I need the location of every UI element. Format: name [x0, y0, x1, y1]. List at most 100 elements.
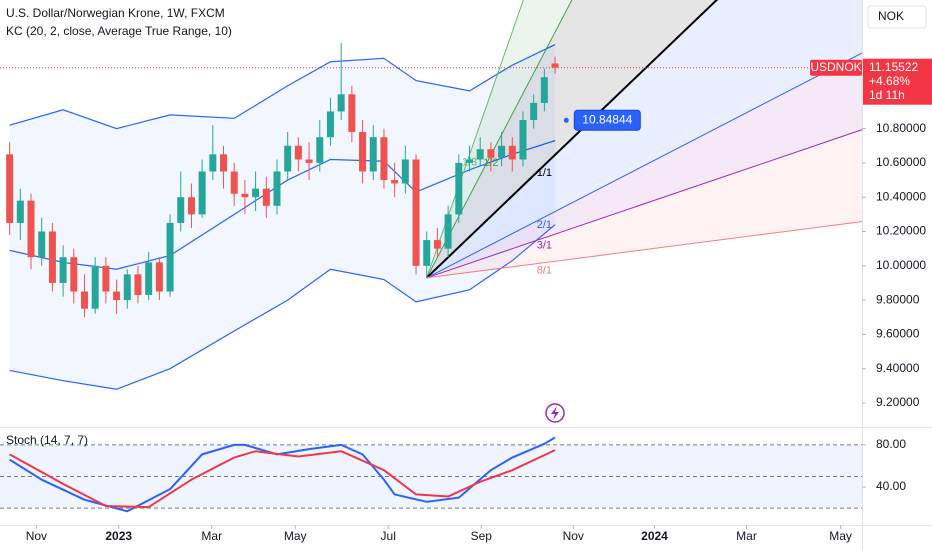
candle-body: [433, 240, 441, 249]
gann-label: 2/1: [537, 219, 552, 231]
stoch-label: Stoch (14, 7, 7): [6, 433, 88, 447]
stoch-tick-label: 80.00: [876, 437, 906, 451]
candle-body: [369, 137, 377, 172]
candle-body: [273, 171, 281, 206]
x-tick-label: Jul: [381, 529, 396, 543]
candle-body: [380, 137, 388, 181]
candle-body: [27, 200, 35, 258]
candle-body: [530, 102, 538, 121]
candle-body: [262, 188, 270, 206]
candle-body: [187, 197, 195, 215]
y-tick-label: 10.80000: [876, 121, 926, 135]
candle-body: [70, 257, 78, 292]
chart-title: U.S. Dollar/Norwegian Krone, 1W, FXCM: [6, 6, 225, 20]
y-tick-label: 9.20000: [876, 395, 920, 409]
candle-body: [91, 265, 99, 309]
marker-label: 10.84844: [582, 112, 632, 126]
y-tick-label: 10.40000: [876, 189, 926, 203]
y-tick-label: 9.60000: [876, 327, 920, 341]
candle-body: [487, 149, 495, 158]
candle-body: [359, 132, 367, 172]
x-tick-label: Nov: [26, 529, 47, 543]
candle-body: [476, 149, 484, 160]
x-tick-label: Mar: [201, 529, 222, 543]
x-tick-label: May: [284, 529, 307, 543]
candle-body: [466, 159, 474, 163]
price-badge-text: +4.68%: [869, 74, 910, 88]
candle-body: [166, 222, 174, 292]
candle-body: [391, 180, 399, 184]
y-tick-label: 9.80000: [876, 292, 920, 306]
gann-line: [426, 0, 524, 278]
candle-body: [48, 231, 56, 283]
candle-body: [38, 231, 46, 258]
candle-body: [198, 171, 206, 215]
candle-body: [209, 154, 217, 172]
x-tick-label: Nov: [563, 529, 584, 543]
candle-body: [102, 265, 110, 292]
y-tick-label: 10.60000: [876, 155, 926, 169]
marker-badge: [573, 109, 641, 131]
candle-body: [134, 274, 142, 295]
price-pane: 1/31/21/12/13/18/1: [0, 0, 862, 390]
x-tick-label: May: [829, 529, 852, 543]
candle-body: [551, 63, 559, 68]
candle-body: [540, 77, 548, 103]
x-tick-label: Mar: [736, 529, 757, 543]
price-badge-text: 11.15522: [869, 60, 918, 74]
stoch-line: [9, 449, 556, 509]
candle-body: [401, 159, 409, 184]
candle-body: [230, 171, 238, 194]
candle-body: [348, 94, 356, 133]
gann-fill: [426, 0, 862, 278]
gann-label: 3/1: [537, 240, 552, 252]
gann-line: [426, 221, 862, 279]
currency: NOK: [878, 9, 904, 23]
symbol-label: USDNOK: [810, 60, 861, 74]
gann-line: [426, 52, 862, 279]
gann-line: [426, 129, 862, 279]
x-tick-label: 2023: [105, 529, 132, 543]
candle-body: [145, 262, 153, 295]
marker-dot: [563, 117, 569, 123]
candle-body: [444, 214, 452, 249]
candle-body: [284, 145, 292, 172]
candle-body: [252, 188, 260, 198]
gann-line: [426, 0, 573, 279]
candle-body: [294, 145, 302, 160]
x-tick-label: Sep: [471, 529, 493, 543]
candle-body: [412, 159, 420, 266]
candle-body: [6, 154, 14, 223]
candle-body: [177, 197, 185, 223]
y-tick-label: 10.00000: [876, 258, 926, 272]
candle-body: [80, 291, 88, 309]
gann-label: 8/1: [537, 265, 552, 277]
x-tick-label: 2024: [641, 529, 668, 543]
gann-label: 1/1: [537, 167, 552, 179]
candle-body: [59, 257, 67, 283]
keltner-lower: [9, 224, 556, 390]
candle-body: [113, 291, 121, 301]
symbol-badge: [810, 59, 862, 76]
candle-body: [16, 200, 24, 223]
candle-body: [519, 120, 527, 160]
candle-body: [337, 94, 345, 112]
candle-body: [155, 262, 163, 292]
candle-body: [220, 154, 228, 172]
candle-body: [316, 137, 324, 163]
candle-body: [508, 145, 516, 160]
candle-body: [305, 159, 313, 163]
alert-icon[interactable]: [545, 403, 565, 423]
price-badge-text: 1d 11h: [869, 88, 905, 102]
y-tick-label: 9.40000: [876, 361, 920, 375]
candle-body: [123, 274, 131, 301]
stoch-tick-label: 40.00: [876, 479, 906, 493]
keltner-upper: [9, 44, 556, 130]
keltner-fill: [9, 44, 556, 390]
price-badge: [863, 58, 932, 105]
currency-box[interactable]: [867, 5, 927, 29]
candle-body: [498, 145, 506, 158]
